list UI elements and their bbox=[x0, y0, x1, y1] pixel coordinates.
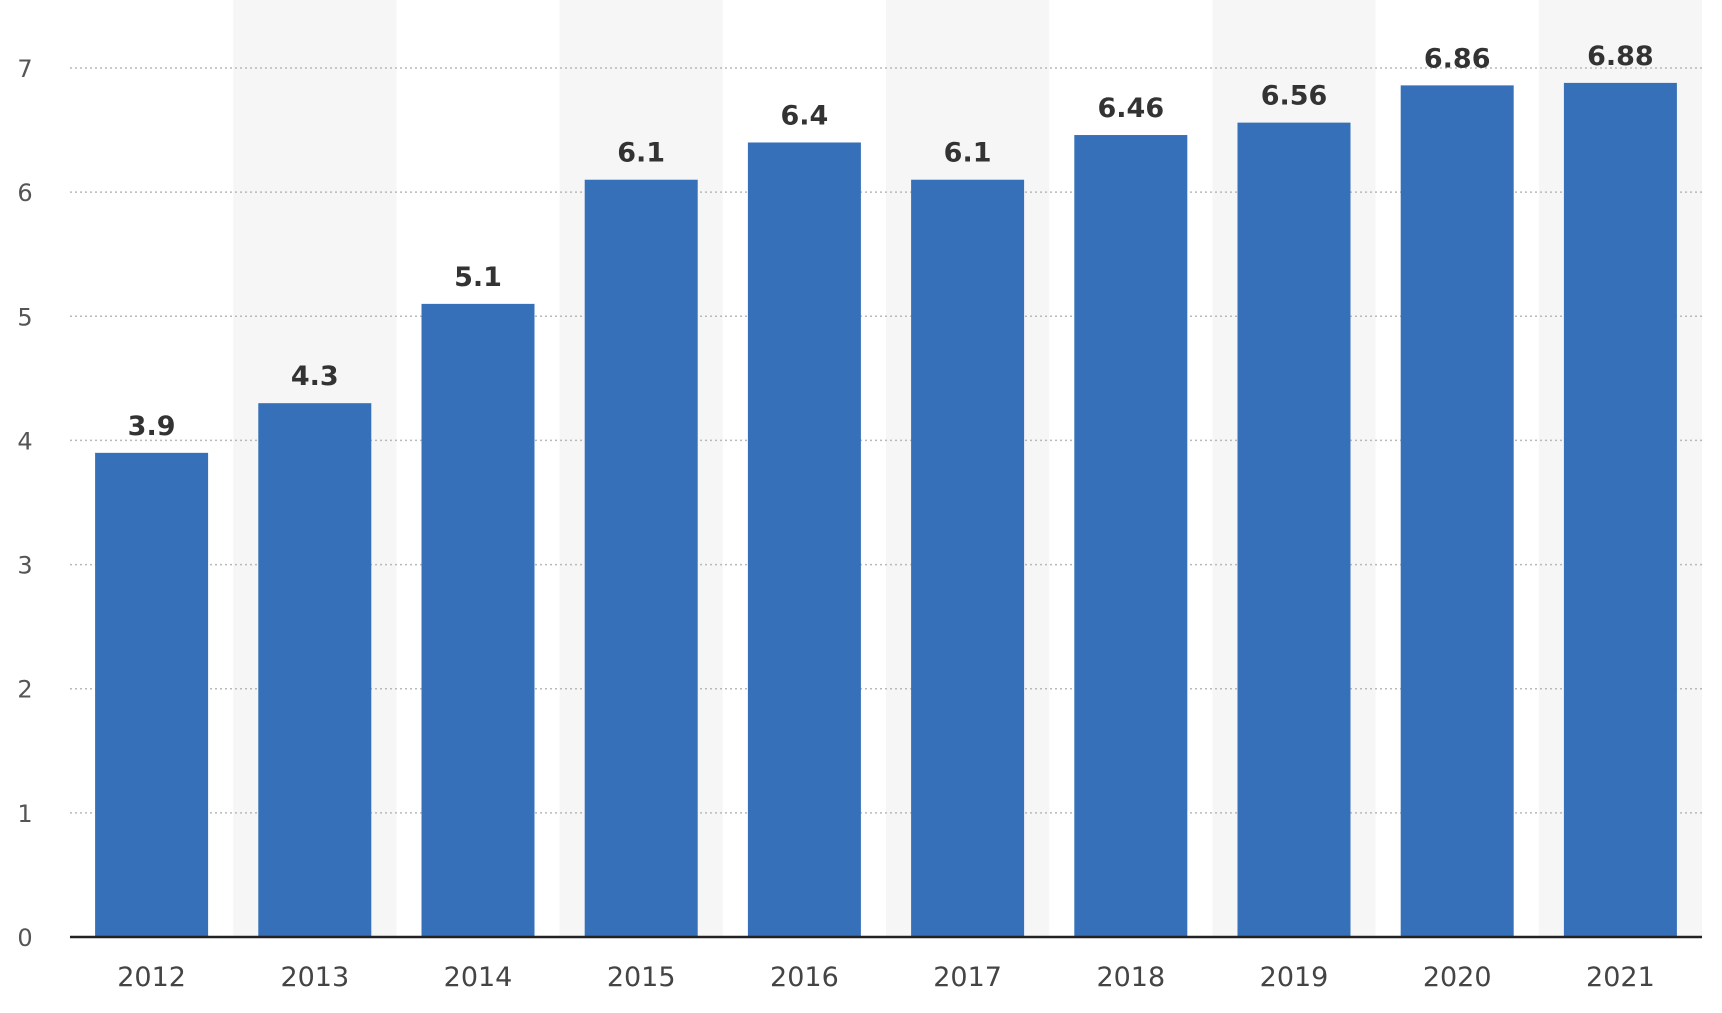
bar-2016 bbox=[747, 142, 861, 937]
data-label-2021: 6.88 bbox=[1587, 41, 1654, 72]
x-tick-label-2021: 2021 bbox=[1586, 962, 1655, 993]
bar-2021 bbox=[1563, 82, 1677, 937]
y-tick-label: 6 bbox=[17, 179, 32, 207]
bar-2013 bbox=[258, 403, 372, 938]
bar-2018 bbox=[1074, 135, 1188, 938]
data-label-2017: 6.1 bbox=[944, 138, 992, 169]
x-tick-label-2017: 2017 bbox=[933, 962, 1002, 993]
x-tick-label-2018: 2018 bbox=[1096, 962, 1165, 993]
y-tick-label: 5 bbox=[17, 303, 32, 331]
data-labels: 3.9 4.3 5.1 6.1 6.4 6.1 6.46 6.56 6.86 6.88 bbox=[128, 41, 1654, 442]
data-label-2018: 6.46 bbox=[1097, 93, 1164, 124]
data-label-2020: 6.86 bbox=[1424, 43, 1491, 74]
x-tick-label-2013: 2013 bbox=[280, 962, 349, 993]
y-tick-label: 1 bbox=[17, 800, 32, 828]
bar-2019 bbox=[1237, 122, 1351, 937]
bar-2017 bbox=[911, 179, 1025, 937]
x-tick-label-2016: 2016 bbox=[770, 962, 839, 993]
x-tick-label-2014: 2014 bbox=[444, 962, 513, 993]
data-label-2015: 6.1 bbox=[617, 138, 665, 169]
data-label-2013: 4.3 bbox=[291, 361, 339, 392]
data-label-2014: 5.1 bbox=[454, 262, 502, 293]
bar-2020 bbox=[1400, 85, 1514, 937]
bar-2014 bbox=[421, 303, 535, 937]
y-tick-label: 0 bbox=[17, 924, 32, 952]
y-tick-label: 4 bbox=[17, 427, 32, 455]
data-label-2016: 6.4 bbox=[780, 100, 828, 131]
x-tick-label-2020: 2020 bbox=[1423, 962, 1492, 993]
x-tick-label-2019: 2019 bbox=[1260, 962, 1329, 993]
x-tick-label-2012: 2012 bbox=[117, 962, 186, 993]
x-axis-ticks: 2012 2013 2014 2015 2016 2017 2018 2019 2020 2021 bbox=[117, 962, 1655, 993]
y-tick-label: 3 bbox=[17, 552, 32, 580]
bar-2015 bbox=[584, 179, 698, 937]
y-tick-label: 7 bbox=[17, 55, 32, 83]
y-axis-ticks: 0 1 2 3 4 5 6 7 bbox=[17, 55, 32, 952]
bar-2012 bbox=[95, 452, 209, 937]
bars bbox=[95, 82, 1677, 938]
x-tick-label-2015: 2015 bbox=[607, 962, 676, 993]
data-label-2019: 6.56 bbox=[1261, 81, 1328, 112]
y-tick-label: 2 bbox=[17, 676, 32, 704]
data-label-2012: 3.9 bbox=[128, 411, 176, 442]
